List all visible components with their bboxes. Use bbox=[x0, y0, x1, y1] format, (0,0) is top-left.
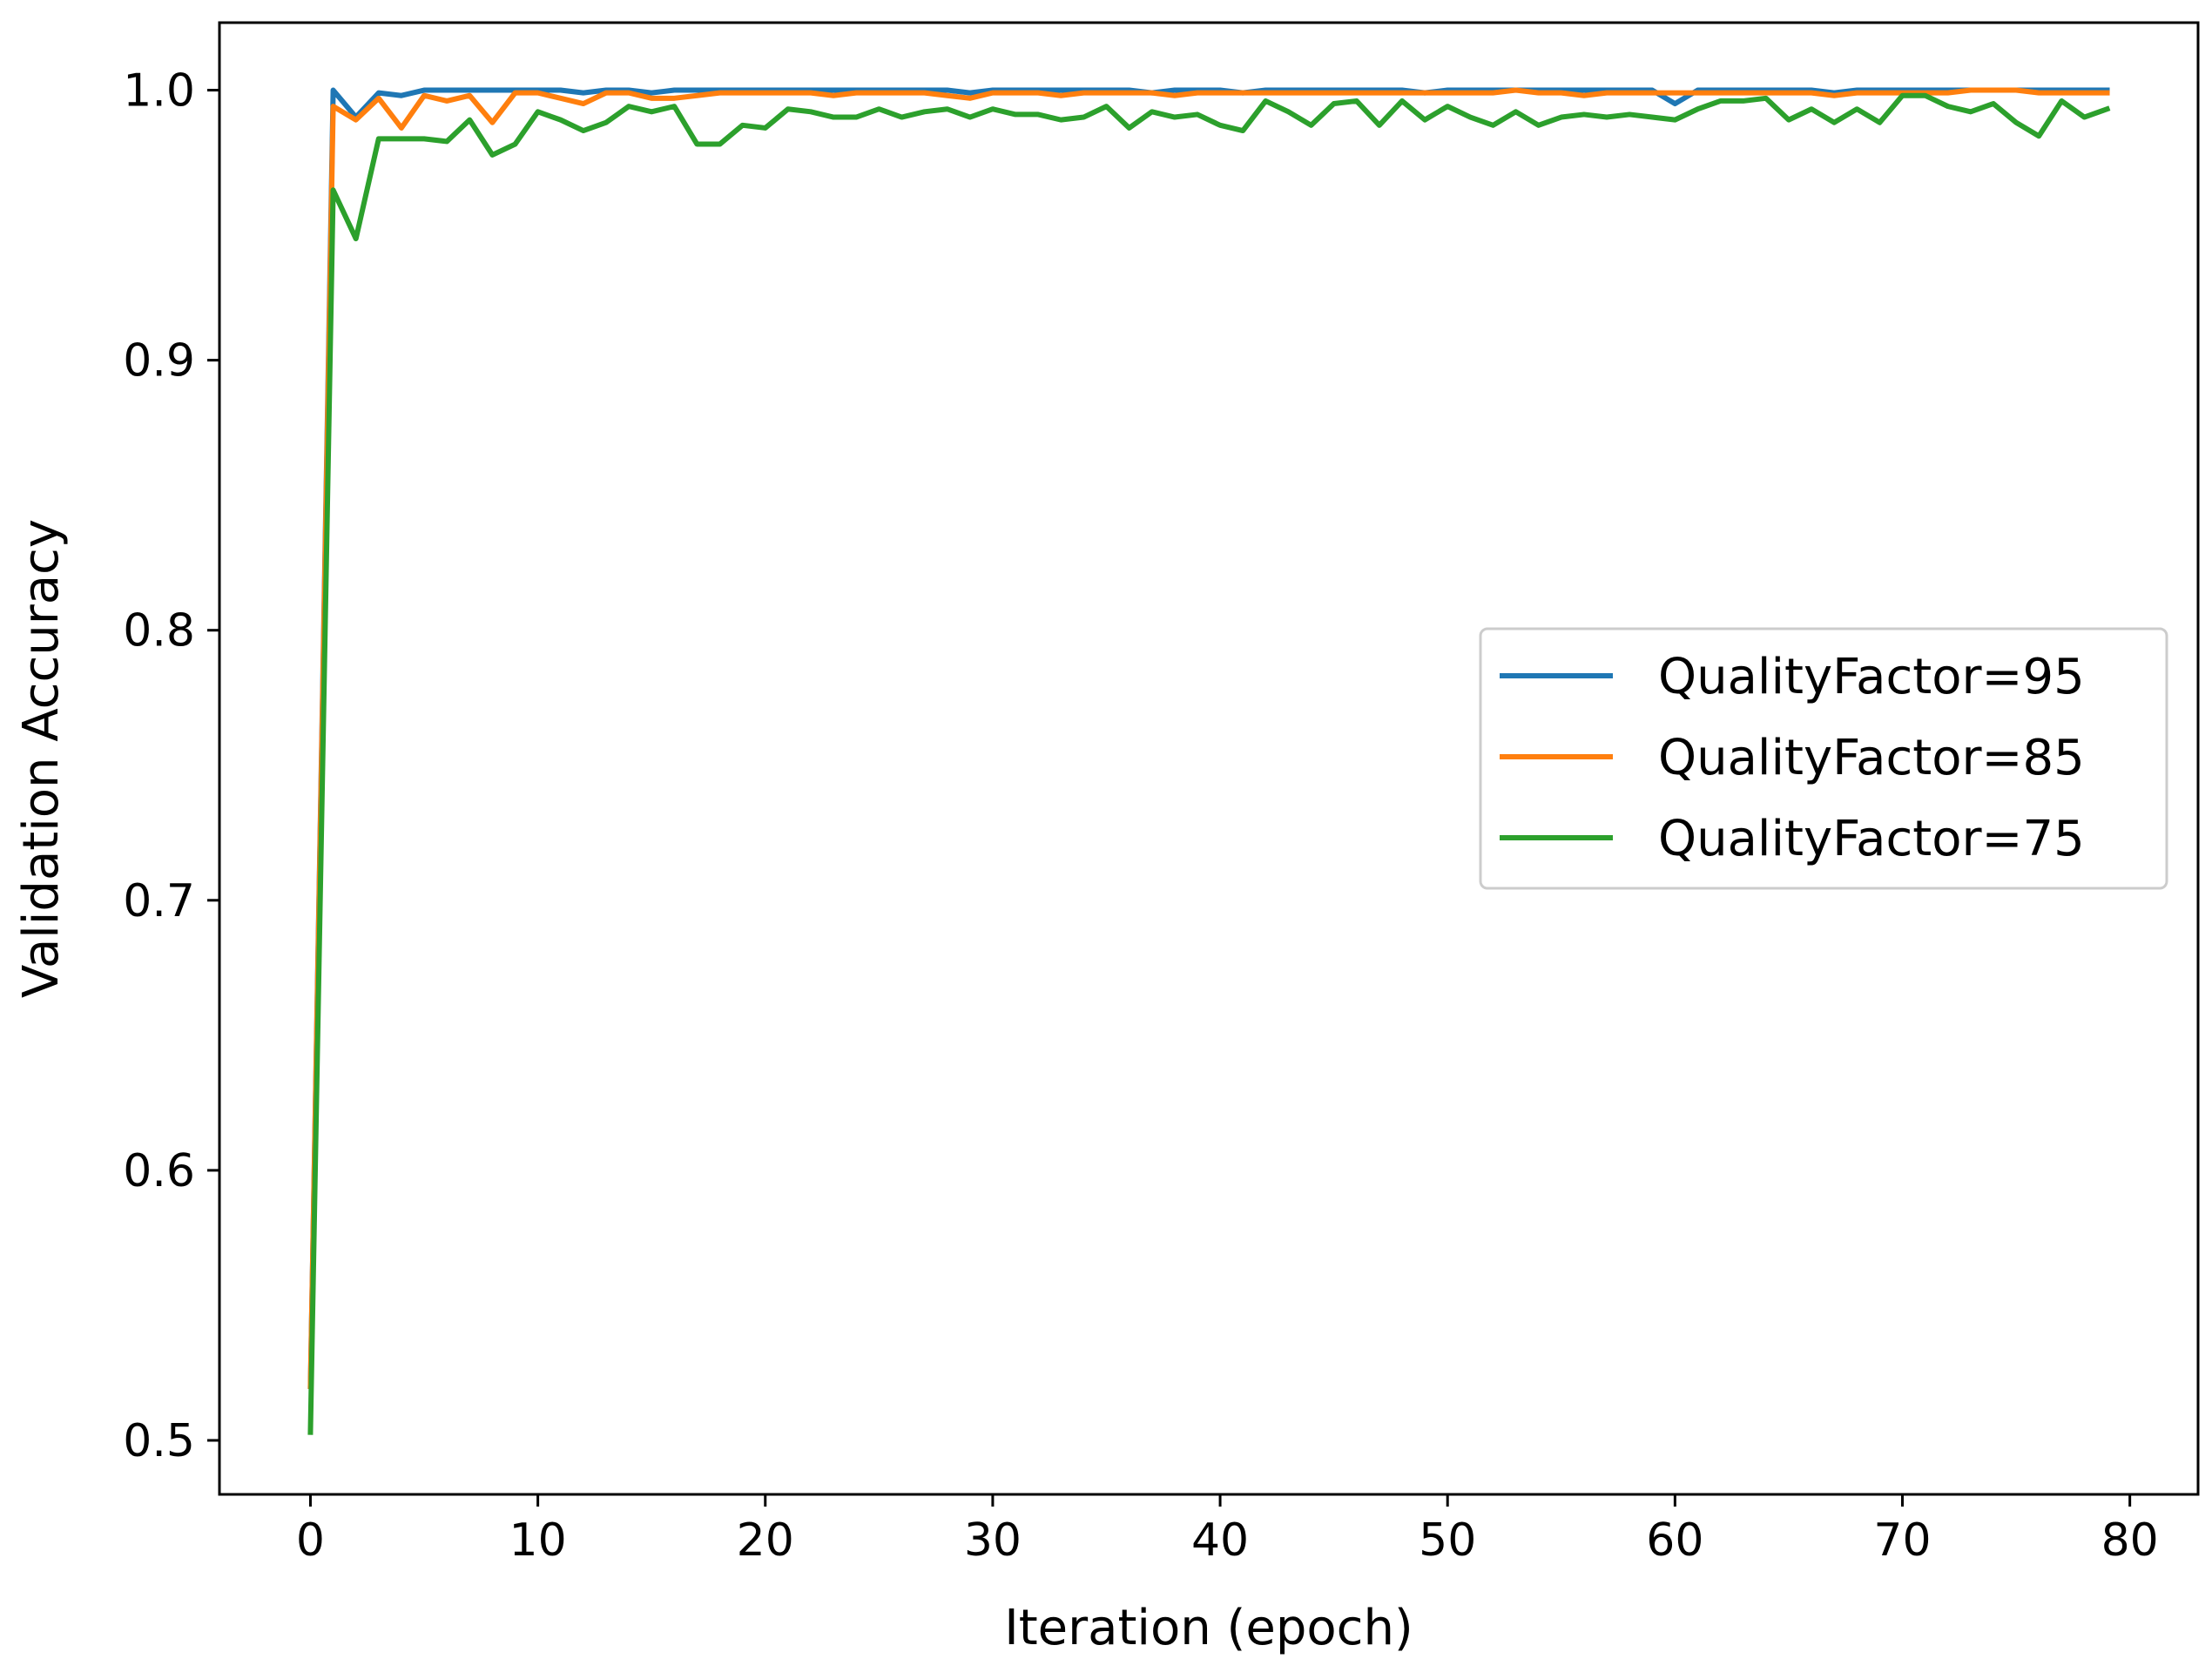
legend: QualityFactor=95 QualityFactor=85 QualityF… bbox=[1479, 627, 2168, 890]
y-tick-label: 0.6 bbox=[123, 1145, 195, 1197]
y-tick-label: 1.0 bbox=[123, 65, 195, 118]
y-axis: 0.5 0.6 0.7 0.8 0.9 1.0 bbox=[123, 65, 219, 1467]
legend-label-3: QualityFactor=75 bbox=[1658, 811, 2085, 867]
y-tick-label: 0.7 bbox=[123, 875, 195, 927]
y-axis-title: Validation Accuracy bbox=[13, 519, 70, 998]
plot-frame bbox=[218, 21, 2200, 1496]
legend-label-2: QualityFactor=85 bbox=[1658, 730, 2085, 786]
legend-box bbox=[1479, 627, 2168, 890]
x-tick-label: 0 bbox=[296, 1514, 325, 1567]
x-tick-label: 80 bbox=[2101, 1514, 2159, 1567]
y-tick-label: 0.8 bbox=[123, 605, 195, 657]
series-line-2 bbox=[307, 87, 2110, 1390]
series-line-1 bbox=[307, 87, 2110, 1390]
x-tick-label: 50 bbox=[1419, 1514, 1476, 1567]
x-tick-label: 70 bbox=[1873, 1514, 1931, 1567]
x-tick-label: 30 bbox=[964, 1514, 1022, 1567]
x-tick-label: 60 bbox=[1646, 1514, 1703, 1567]
y-tick-label: 0.5 bbox=[123, 1415, 195, 1467]
x-axis-title: Iteration (epoch) bbox=[1004, 1600, 1413, 1656]
x-tick-label: 20 bbox=[737, 1514, 794, 1567]
legend-label-1: QualityFactor=95 bbox=[1658, 649, 2085, 705]
series-layer bbox=[307, 87, 2111, 1435]
x-axis: 0 10 20 30 40 50 60 70 80 bbox=[296, 1494, 2159, 1567]
x-tick-label: 40 bbox=[1191, 1514, 1249, 1567]
x-tick-label: 10 bbox=[509, 1514, 567, 1567]
series-line-3 bbox=[307, 92, 2111, 1435]
y-tick-label: 0.9 bbox=[123, 335, 195, 388]
